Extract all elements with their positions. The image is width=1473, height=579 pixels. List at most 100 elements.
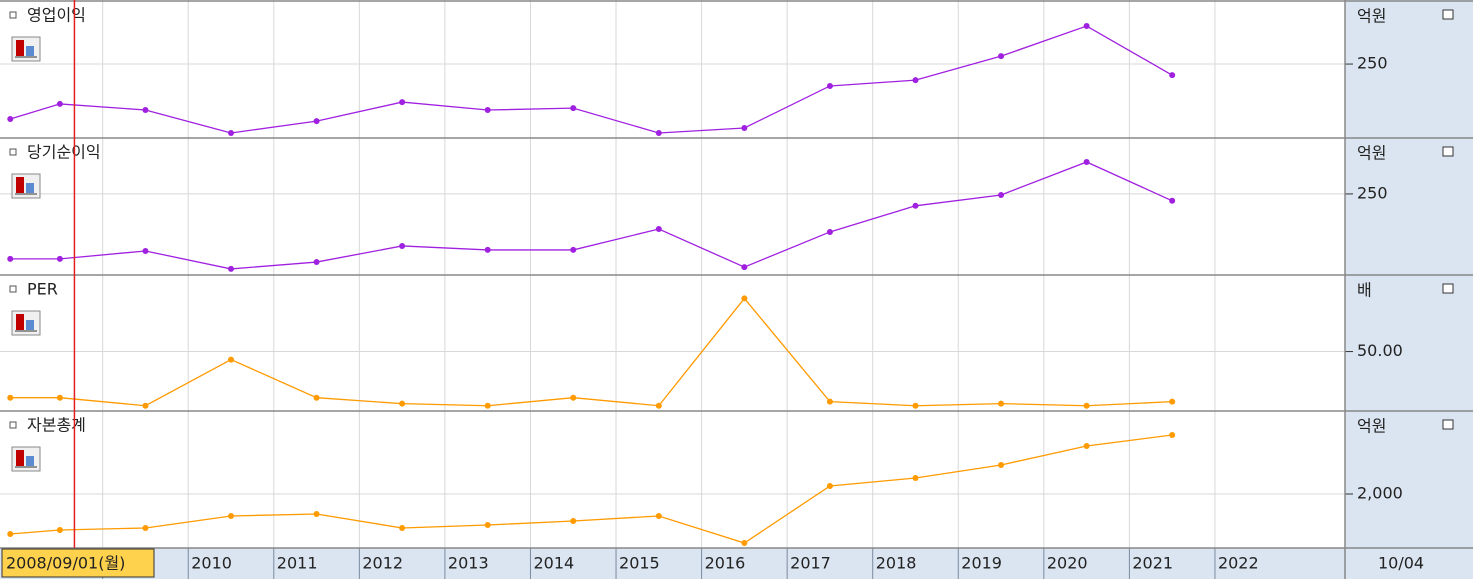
data-point (142, 402, 149, 409)
legend-label: 당기순이익 (27, 143, 101, 162)
data-point (399, 525, 406, 531)
x-tick-label: 2012 (362, 554, 403, 573)
close-button[interactable] (1442, 283, 1454, 294)
data-point (56, 100, 63, 107)
data-point (484, 107, 491, 114)
data-point (313, 118, 320, 125)
data-point (1083, 23, 1090, 30)
data-point (228, 356, 235, 363)
data-point (1083, 443, 1090, 449)
legend-icon[interactable] (11, 36, 41, 62)
legend-icon[interactable] (11, 310, 41, 336)
data-point (570, 246, 577, 253)
data-point (998, 53, 1005, 60)
data-point (570, 394, 577, 401)
data-point (56, 527, 63, 533)
data-point (912, 475, 919, 481)
icon-red (16, 314, 24, 330)
y-tick-label: 2,000 (1357, 484, 1403, 503)
data-point (142, 107, 149, 114)
data-point (313, 511, 320, 517)
data-point (570, 105, 577, 112)
data-point (1083, 158, 1090, 165)
data-point (1169, 197, 1176, 204)
legend-marker (9, 421, 17, 429)
x-tick-label: 2022 (1218, 554, 1259, 573)
x-tick-label: 2020 (1047, 554, 1088, 573)
data-point (399, 99, 406, 106)
icon-red (16, 40, 24, 56)
icon-red (16, 450, 24, 466)
data-point (741, 540, 748, 546)
close-button[interactable] (1442, 9, 1454, 20)
x-tick-label: 2014 (533, 554, 574, 573)
data-point (655, 513, 662, 519)
data-point (826, 228, 833, 235)
data-point (484, 246, 491, 253)
close-button[interactable] (1442, 146, 1454, 157)
data-point (912, 77, 919, 84)
data-point (399, 400, 406, 407)
unit-label: 배 (1357, 281, 1372, 300)
cursor-label: 2008/09/01(월) (6, 554, 125, 573)
data-point (655, 402, 662, 409)
x-tick-label: 2018 (876, 554, 917, 573)
data-point (7, 394, 14, 401)
data-point (570, 518, 577, 524)
data-point (484, 402, 491, 409)
legend-label: PER (27, 280, 58, 299)
x-tick-label: 2021 (1132, 554, 1173, 573)
data-point (826, 483, 833, 489)
x-axis-area (0, 548, 1473, 579)
data-point (228, 265, 235, 272)
x-tick-label: 2015 (619, 554, 660, 573)
data-point (826, 82, 833, 89)
icon-blue (26, 183, 34, 193)
x-tick-label: 2013 (448, 554, 489, 573)
data-point (998, 462, 1005, 468)
legend-marker (9, 148, 17, 156)
x-tick-label: 2016 (705, 554, 746, 573)
icon-red (16, 177, 24, 193)
data-point (399, 242, 406, 249)
data-point (655, 226, 662, 233)
unit-label: 억원 (1357, 417, 1386, 436)
data-point (998, 191, 1005, 198)
data-point (7, 531, 14, 537)
data-point (655, 129, 662, 136)
close-button[interactable] (1442, 419, 1454, 430)
data-point (228, 513, 235, 519)
legend-icon[interactable] (11, 446, 41, 472)
y-tick-label: 250 (1357, 183, 1388, 202)
data-point (313, 394, 320, 401)
data-point (1169, 72, 1176, 79)
data-point (7, 255, 14, 262)
y-tick-label: 250 (1357, 54, 1388, 73)
data-point (1083, 402, 1090, 409)
unit-label: 억원 (1357, 7, 1386, 26)
data-point (998, 400, 1005, 407)
data-point (912, 402, 919, 409)
unit-label: 억원 (1357, 144, 1386, 163)
x-tick-label: 2011 (277, 554, 318, 573)
data-point (741, 295, 748, 302)
legend-icon[interactable] (11, 173, 41, 199)
y-tick-label: 50.00 (1357, 341, 1403, 360)
data-point (56, 255, 63, 262)
corner-label: 10/04 (1378, 554, 1424, 573)
data-point (1169, 432, 1176, 438)
data-point (912, 202, 919, 209)
legend-marker (9, 11, 17, 19)
data-point (741, 264, 748, 271)
data-point (142, 525, 149, 531)
data-point (56, 394, 63, 401)
data-point (826, 398, 833, 405)
legend-label: 영업이익 (27, 6, 86, 25)
legend-marker (9, 285, 17, 293)
legend-label: 자본총계 (27, 416, 86, 435)
x-tick-label: 2017 (790, 554, 831, 573)
icon-blue (26, 46, 34, 56)
x-tick-label: 2010 (191, 554, 232, 573)
